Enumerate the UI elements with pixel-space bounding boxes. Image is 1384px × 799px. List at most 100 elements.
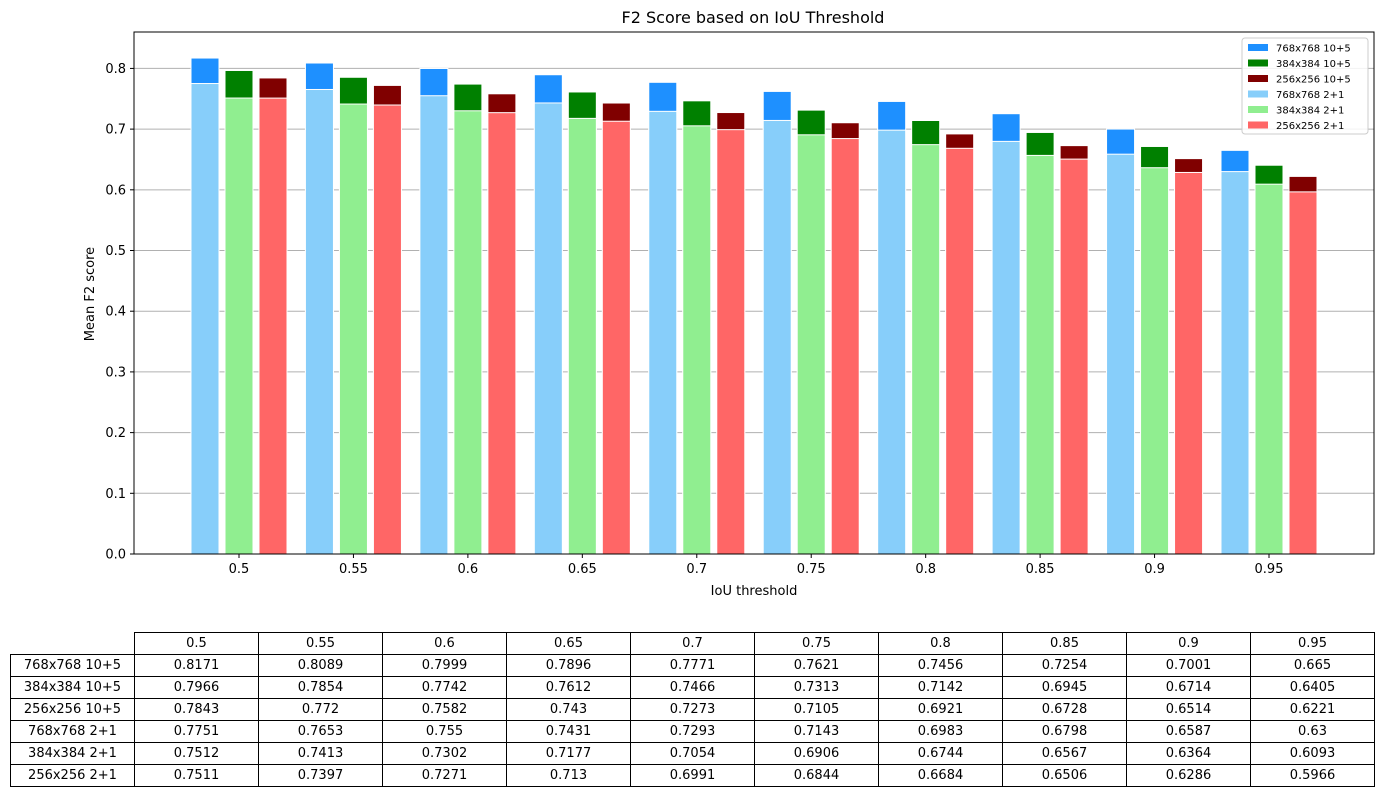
table-row: 256x256 10+5 0.7843 0.772 0.7582 0.743 0.7273… xyxy=(10,698,1375,721)
table-row: 768x768 10+5 0.8171 0.8089 0.7999 0.7896 0.77… xyxy=(10,654,1375,677)
table-cell: 0.6364 xyxy=(1126,742,1251,765)
bars xyxy=(190,57,1318,555)
y-tick-label: 0.5 xyxy=(105,244,126,259)
legend-label: 256x256 10+5 xyxy=(1276,75,1351,86)
y-tick-label: 0.3 xyxy=(105,365,126,380)
table-cell: 0.6405 xyxy=(1250,676,1375,699)
table-cell: 0.7302 xyxy=(382,742,507,765)
table-cell: 0.6514 xyxy=(1126,698,1251,721)
table-cell: 0.7105 xyxy=(754,698,879,721)
bar-256x256-2-1 xyxy=(945,147,975,555)
table-cell: 0.6093 xyxy=(1250,742,1375,765)
legend-swatch xyxy=(1248,90,1268,98)
legend: 768x768 10+5 384x384 10+5 256x256 10+5 768x… xyxy=(1241,37,1369,135)
table-column-header: 0.75 xyxy=(754,632,879,655)
legend-label: 384x384 10+5 xyxy=(1276,59,1351,70)
bar-384x384-2-1 xyxy=(1140,167,1170,555)
table-cell: 0.7751 xyxy=(134,720,259,743)
table-cell: 0.63 xyxy=(1250,720,1375,743)
bar-384x384-2-1 xyxy=(1025,154,1055,555)
bar-768x768-2-1 xyxy=(648,110,678,555)
table-cell: 0.743 xyxy=(506,698,631,721)
table-row: 384x384 2+1 0.7512 0.7413 0.7302 0.7177 0.705… xyxy=(10,742,1375,765)
table-column-header: 0.6 xyxy=(382,632,507,655)
table-row-label: 384x384 10+5 xyxy=(10,676,135,699)
bar-256x256-2-1 xyxy=(601,120,631,555)
table-row-label: 256x256 2+1 xyxy=(10,764,135,787)
table-cell: 0.6587 xyxy=(1126,720,1251,743)
table-cell: 0.6684 xyxy=(878,764,1003,787)
x-tick-label: 0.85 xyxy=(1026,562,1055,577)
data-table: 0.5 0.55 0.6 0.65 0.7 0.75 0.8 0.85 0.9 0.95 768x7… xyxy=(10,632,1375,787)
bar-256x256-2-1 xyxy=(487,112,517,555)
table-cell: 0.7582 xyxy=(382,698,507,721)
x-axis-label: IoU threshold xyxy=(711,584,798,599)
table-cell: 0.6744 xyxy=(878,742,1003,765)
bar-256x256-2-1 xyxy=(1288,191,1318,555)
table-cell: 0.7143 xyxy=(754,720,879,743)
table-cell: 0.7273 xyxy=(630,698,755,721)
table-cell: 0.755 xyxy=(382,720,507,743)
bar-384x384-2-1 xyxy=(453,110,483,555)
bar-256x256-2-1 xyxy=(1174,171,1204,555)
table-row: 256x256 2+1 0.7511 0.7397 0.7271 0.713 0.6991… xyxy=(10,764,1375,787)
table-cell: 0.772 xyxy=(258,698,383,721)
table-cell: 0.8089 xyxy=(258,654,383,677)
bar-768x768-2-1 xyxy=(419,95,449,555)
table-cell: 0.6567 xyxy=(1002,742,1127,765)
y-tick-label: 0.2 xyxy=(105,426,126,441)
table-row-label: 768x768 10+5 xyxy=(10,654,135,677)
y-axis-ticks: 0.0 0.1 0.2 0.3 0.4 0.5 0.6 0.7 0.8 xyxy=(105,62,134,563)
table-cell: 0.6506 xyxy=(1002,764,1127,787)
bar-768x768-2-1 xyxy=(533,102,563,555)
table-column-header: 0.95 xyxy=(1250,632,1375,655)
legend-swatch xyxy=(1248,44,1268,51)
table-cell: 0.7001 xyxy=(1126,654,1251,677)
x-axis-ticks: 0.5 0.55 0.6 0.65 0.7 0.75 0.8 0.85 0.9 0.95 xyxy=(229,554,1284,577)
legend-label: 768x768 10+5 xyxy=(1276,44,1351,55)
table-cell: 0.7966 xyxy=(134,676,259,699)
table-cell: 0.7431 xyxy=(506,720,631,743)
table-cell: 0.6714 xyxy=(1126,676,1251,699)
table-cell: 0.7142 xyxy=(878,676,1003,699)
y-tick-label: 0.1 xyxy=(105,487,126,502)
table-cell: 0.7254 xyxy=(1002,654,1127,677)
table-cell: 0.6286 xyxy=(1126,764,1251,787)
table-cell: 0.6945 xyxy=(1002,676,1127,699)
bar-256x256-2-1 xyxy=(258,97,288,555)
bar-768x768-2-1 xyxy=(1220,171,1250,555)
table-cell: 0.6921 xyxy=(878,698,1003,721)
table-cell: 0.5966 xyxy=(1250,764,1375,787)
table-column-header: 0.8 xyxy=(878,632,1003,655)
x-tick-label: 0.65 xyxy=(568,562,597,577)
x-tick-label: 0.75 xyxy=(797,562,826,577)
table-cell: 0.6983 xyxy=(878,720,1003,743)
bar-768x768-2-1 xyxy=(304,88,334,555)
bar-384x384-2-1 xyxy=(911,144,941,555)
table-cell: 0.7293 xyxy=(630,720,755,743)
bar-256x256-2-1 xyxy=(830,138,860,555)
bar-chart: F2 Score based on IoU Threshold Mean F2 … xyxy=(83,8,1375,599)
table-cell: 0.7313 xyxy=(754,676,879,699)
table-cell: 0.6728 xyxy=(1002,698,1127,721)
table-cell: 0.7271 xyxy=(382,764,507,787)
legend-swatch xyxy=(1248,75,1268,82)
plot-frame xyxy=(133,31,1375,555)
x-tick-label: 0.8 xyxy=(915,562,936,577)
legend-label: 256x256 2+1 xyxy=(1276,121,1344,132)
table-cell: 0.7512 xyxy=(134,742,259,765)
table-cell: 0.6991 xyxy=(630,764,755,787)
x-tick-label: 0.95 xyxy=(1255,562,1284,577)
table-cell: 0.665 xyxy=(1250,654,1375,677)
table-cell: 0.7742 xyxy=(382,676,507,699)
table-cell: 0.7466 xyxy=(630,676,755,699)
bar-256x256-2-1 xyxy=(716,129,746,555)
x-tick-label: 0.7 xyxy=(686,562,707,577)
y-tick-label: 0.8 xyxy=(105,62,126,77)
bar-384x384-2-1 xyxy=(224,97,254,555)
bar-384x384-2-1 xyxy=(682,125,712,555)
table-corner xyxy=(11,633,135,655)
x-tick-label: 0.5 xyxy=(229,562,250,577)
bar-384x384-2-1 xyxy=(338,103,368,555)
